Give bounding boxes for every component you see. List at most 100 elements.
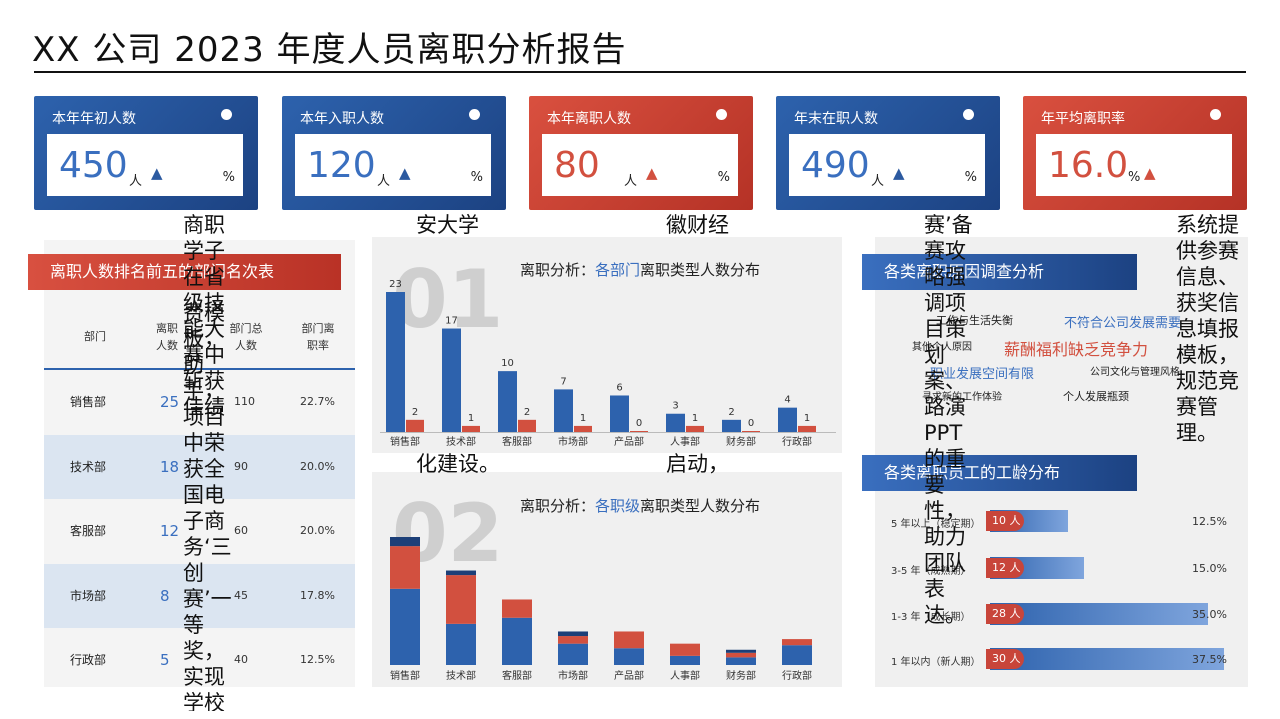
bar-secondary — [686, 425, 704, 432]
chart1-title-prefix: 离职分析： — [520, 261, 596, 279]
title-divider — [34, 71, 1246, 73]
overlay-text: 启动， — [666, 452, 729, 476]
stacked-segment — [614, 631, 644, 649]
tenure-percent: 35.0% — [1192, 608, 1227, 621]
reasons-title: 各类离职原因调查分析 — [862, 254, 1137, 290]
stacked-segment — [390, 588, 420, 665]
kpi-card: 本年离职人数 80 人 ▲% — [529, 96, 753, 210]
stacked-segment — [558, 636, 588, 644]
kpi-label: 本年年初人数 — [52, 111, 136, 127]
tenure-count-tag: 30 人 — [986, 649, 1024, 669]
x-tick-label: 客服部 — [502, 435, 532, 448]
reason-word: 公司文化与管理风格 — [1090, 367, 1180, 378]
kpi-label: 年平均离职率 — [1041, 111, 1125, 127]
rate-cell: 17.8% — [300, 588, 335, 602]
table-row: 市场部 8 45 17.8% — [44, 563, 355, 628]
tenure-label: 1 年以内（新人期） — [891, 657, 981, 668]
x-tick-label: 人事部 — [670, 669, 700, 682]
kpi-value-box: 16.0% ▲ — [1036, 134, 1232, 196]
dept-cell: 技术部 — [70, 459, 107, 474]
reason-word: 不符合公司发展需要 — [1064, 316, 1182, 331]
table-header-rule — [44, 368, 355, 370]
bar-primary-value: 6 — [616, 382, 622, 393]
kpi-percent: % — [470, 170, 483, 185]
tenure-percent: 37.5% — [1192, 653, 1227, 666]
x-tick-label: 客服部 — [502, 669, 532, 682]
dept-cell: 销售部 — [70, 395, 107, 409]
x-tick-label: 产品部 — [614, 435, 644, 448]
bar-primary-value: 2 — [728, 407, 734, 418]
chart2-title-prefix: 离职分析： — [520, 497, 596, 515]
dept-cell: 市场部 — [70, 588, 107, 603]
trend-up-icon: ▲ — [893, 164, 905, 182]
x-tick-label: 财务部 — [726, 669, 756, 682]
kpi-value: 490 — [801, 145, 870, 186]
total-cell: 110 — [234, 395, 255, 408]
kpi-unit: 人 — [377, 174, 391, 189]
bar-primary-value: 10 — [501, 358, 514, 369]
kpi-unit: 人 — [871, 174, 885, 189]
kpi-value: 80 — [554, 145, 600, 186]
bar-secondary — [574, 425, 592, 432]
table-row: 技术部 18 90 20.0% — [44, 434, 355, 499]
leave-cell: 18 — [160, 457, 180, 476]
bar-secondary-value: 1 — [580, 413, 586, 424]
stacked-segment — [726, 652, 756, 658]
page-title: XX 公司 2023 年度人员离职分析报告 — [32, 30, 627, 70]
stacked-segment — [782, 639, 812, 646]
stacked-segment — [446, 623, 476, 665]
kpi-dot — [716, 109, 727, 120]
reason-word: 其他个人原因 — [912, 342, 972, 353]
col-header-dept: 部门 — [84, 330, 106, 343]
rate-cell: 22.7% — [300, 395, 335, 408]
x-tick-label: 市场部 — [558, 669, 588, 682]
kpi-dot — [221, 109, 232, 120]
leave-cell: 5 — [160, 651, 170, 670]
bar-primary-value: 4 — [784, 395, 790, 406]
overlay-text: 化建设。 — [416, 452, 500, 476]
stacked-segment — [446, 575, 476, 624]
kpi-card: 年平均离职率 16.0% ▲ — [1023, 96, 1247, 210]
kpi-value: 16.0 — [1048, 145, 1129, 186]
kpi-value: 120 — [307, 145, 376, 186]
bar-primary — [610, 395, 629, 432]
chart1-title-highlight: 各部门 — [595, 261, 641, 279]
bar-primary — [386, 292, 405, 432]
chart1-title: 离职分析：各部门离职类型人数分布 — [520, 259, 760, 280]
total-cell: 90 — [234, 459, 248, 473]
x-tick-label: 技术部 — [446, 435, 476, 448]
bar-primary-value: 17 — [445, 316, 458, 327]
dept-cell: 客服部 — [70, 524, 107, 539]
bar-secondary-value: 2 — [524, 407, 530, 418]
kpi-percent: % — [222, 170, 235, 185]
chart1-title-suffix: 离职类型人数分布 — [640, 261, 761, 279]
trend-up-icon: ▲ — [151, 164, 163, 182]
kpi-card: 年末在职人数 490 人 ▲% — [776, 96, 1000, 210]
rate-cell: 12.5% — [300, 653, 335, 667]
trend-up-icon: ▲ — [399, 164, 411, 182]
bar-primary-value: 23 — [389, 279, 402, 290]
stacked-segment — [614, 648, 644, 665]
x-tick-label: 财务部 — [726, 435, 756, 448]
rate-cell: 20.0% — [300, 459, 335, 473]
table-row: 销售部 25 110 22.7% — [44, 370, 355, 434]
kpi-percent: % — [964, 170, 977, 185]
col-header-total: 部门总人数 — [229, 322, 263, 352]
bar-primary — [666, 413, 685, 432]
overlay-text: ‘三创赛’备赛攻略强调项目策划案、路演PPT的重要性，助力团队表达。 — [924, 161, 972, 627]
tenure-count-tag: 10 人 — [986, 511, 1024, 531]
bar-primary — [554, 389, 573, 432]
chart2-title: 离职分析：各职级离职类型人数分布 — [520, 495, 760, 516]
x-tick-label: 产品部 — [614, 669, 644, 682]
x-tick-label: 技术部 — [446, 669, 476, 682]
tenure-bar — [990, 648, 1224, 670]
table-row: 行政部 5 40 12.5% — [44, 628, 355, 692]
tenure-bar — [990, 603, 1209, 625]
tenure-label: 3-5 年（成熟期） — [891, 566, 971, 577]
chart1-watermark: 01 — [392, 253, 504, 346]
stacked-segment — [726, 649, 756, 653]
x-tick-label: 市场部 — [558, 435, 588, 448]
bar-secondary — [798, 425, 816, 432]
bar-secondary-value: 1 — [692, 413, 698, 424]
stacked-segment — [670, 643, 700, 656]
